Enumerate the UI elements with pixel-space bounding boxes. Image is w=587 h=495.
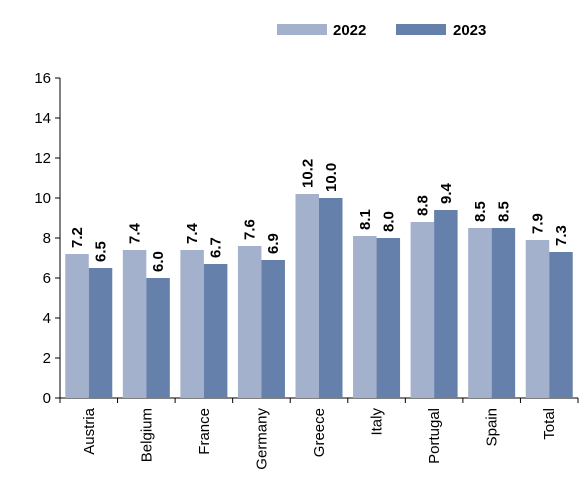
y-tick-label: 10 [34,190,51,207]
y-tick-label: 14 [34,110,51,127]
data-label-2023-france: 6.7 [208,237,225,258]
data-label-2023-greece: 10.0 [323,163,340,192]
x-category-label: Portugal [426,408,443,464]
data-label-2023-portugal: 9.4 [438,182,455,204]
x-category-label: Spain [484,408,501,446]
bar-2023-belgium [146,278,170,398]
data-label-2022-belgium: 7.4 [127,222,144,244]
data-label-2023-belgium: 6.0 [150,251,167,272]
legend: 2022 2023 [277,22,486,39]
bar-2023-total [549,252,573,398]
x-category-label: Germany [253,408,270,470]
y-tick-label: 12 [34,150,51,167]
x-category-label: Italy [369,408,386,436]
bar-2023-italy [376,238,401,398]
bar-2022-belgium [122,250,147,398]
bar-2022-portugal [410,222,435,398]
x-category-label: Belgium [138,408,155,462]
bar-2023-france [203,264,228,398]
legend-swatch-2022 [277,24,327,35]
y-tick-label: 8 [43,230,51,247]
legend-label-2023: 2023 [453,22,486,39]
legend-swatch-2023 [396,24,446,35]
data-label-2023-austria: 6.5 [93,241,110,262]
data-label-2022-spain: 8.5 [472,201,489,222]
data-label-2022-italy: 8.1 [357,209,374,230]
bar-2023-portugal [434,210,458,398]
x-category-label: Total [541,408,558,440]
bar-2022-total [525,240,550,398]
data-label-2022-portugal: 8.8 [414,195,431,216]
bar-2022-italy [353,236,377,398]
x-category-label: Greece [311,408,328,457]
data-label-2022-total: 7.9 [529,213,546,234]
y-tick-label: 0 [43,390,51,407]
data-label-2023-total: 7.3 [553,225,570,246]
bar-2022-austria [65,254,89,398]
data-label-2023-germany: 6.9 [265,233,282,254]
x-category-label: France [196,408,213,455]
bar-2022-france [180,250,204,398]
data-label-2022-germany: 7.6 [242,219,259,240]
bar-2022-spain [468,228,492,398]
bar-2023-austria [88,268,113,398]
y-tick-label: 2 [43,350,51,367]
bar-2023-germany [261,260,285,398]
data-label-2023-italy: 8.0 [380,211,397,232]
y-tick-label: 4 [43,310,51,327]
data-label-2022-austria: 7.2 [69,227,86,248]
bar-2023-spain [491,228,516,398]
data-label-2022-france: 7.4 [184,222,201,244]
bar-2022-germany [237,246,262,398]
plot-area: 0 2 4 6 8 10 12 14 16 7.2 6.5 Austria 7.4 6.0 Belgium 7… [34,70,579,470]
legend-label-2022: 2022 [333,22,366,39]
y-tick-label: 16 [34,70,51,87]
x-category-label: Austria [81,407,98,454]
bar-2023-greece [319,198,343,398]
y-tick-label: 6 [43,270,51,287]
bar-2022-greece [295,194,319,398]
data-label-2023-spain: 8.5 [495,201,512,222]
data-label-2022-greece: 10.2 [299,159,316,188]
